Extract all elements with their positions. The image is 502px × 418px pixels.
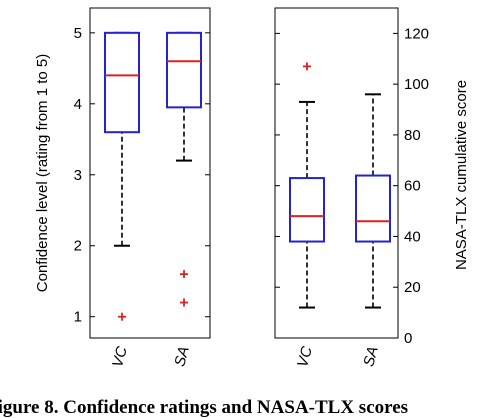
y-tick-label: 80	[404, 127, 421, 144]
figure-caption: Figure 8. Confidence ratings and NASA-TL…	[0, 398, 409, 418]
plot-frame	[274, 7, 399, 339]
y-axis-label: Confidence level (rating from 1 to 5)	[34, 54, 51, 292]
box-sa	[166, 31, 202, 307]
y-tick-label: 1	[74, 309, 82, 326]
x-tick-label: SA	[360, 345, 382, 369]
outlier-marker	[118, 312, 126, 321]
y-axis-label: NASA-TLX cumulative score	[453, 80, 470, 270]
y-tick-label: 4	[74, 96, 82, 113]
plot-frame	[89, 7, 211, 339]
y-tick-label: 20	[404, 279, 421, 296]
iqr-box	[104, 31, 140, 134]
x-tick-label: SA	[171, 345, 193, 369]
outlier-marker	[303, 62, 311, 71]
box-vc	[289, 62, 325, 309]
y-tick-label: 40	[404, 228, 421, 245]
nasa-tlx-boxplot: 0 20 40 60 80 100 120 VC SA NASA-TLX cumulative…	[274, 7, 470, 369]
y-tick-label: 2	[74, 238, 82, 255]
y-tick-label: 60	[404, 178, 421, 195]
y-tick-label: 5	[74, 25, 82, 42]
y-tick-label: 0	[404, 330, 412, 347]
iqr-box	[289, 177, 325, 243]
iqr-box	[355, 174, 391, 243]
y-ticks: 0 20 40 60 80 100 120	[275, 25, 429, 347]
y-tick-label: 3	[74, 167, 82, 184]
iqr-box	[166, 31, 202, 109]
box-sa	[355, 93, 391, 309]
outlier-marker	[180, 270, 188, 279]
confidence-boxplot: 1 2 3 4 5 VC SA Confidence level (rating from…	[34, 7, 211, 369]
box-vc	[104, 31, 140, 321]
x-tick-label: VC	[109, 344, 131, 369]
y-tick-label: 120	[404, 25, 429, 42]
boxes: VC SA	[104, 31, 202, 369]
outlier-marker	[180, 298, 188, 307]
y-tick-label: 100	[404, 76, 429, 93]
y-ticks: 1 2 3 4 5	[74, 25, 210, 326]
boxes: VC SA	[289, 62, 391, 369]
x-tick-label: VC	[294, 344, 316, 369]
